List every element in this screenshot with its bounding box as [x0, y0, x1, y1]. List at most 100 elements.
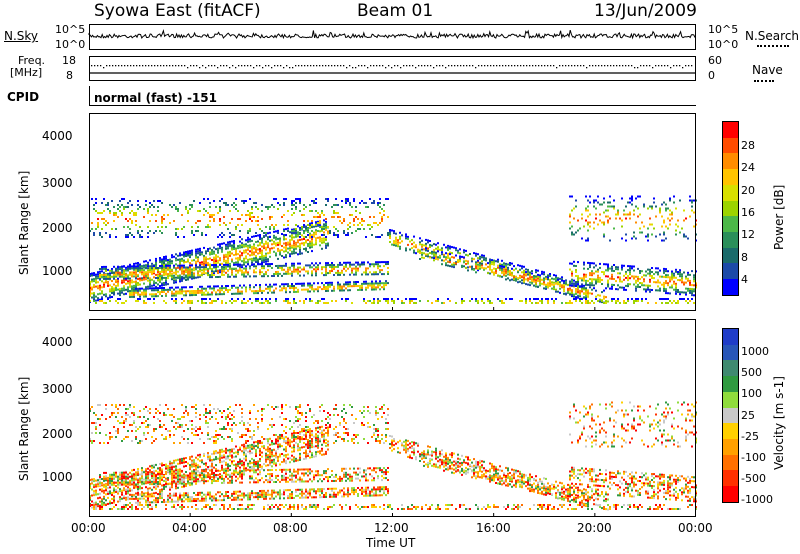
heatmap-cell: [385, 300, 387, 302]
freq-point: [280, 65, 282, 67]
heatmap-cell: [255, 449, 257, 451]
heatmap-cell: [689, 287, 691, 290]
heatmap-cell: [229, 210, 231, 212]
heatmap-cell: [647, 286, 649, 289]
heatmap-cell: [125, 236, 127, 238]
heatmap-cell: [685, 300, 687, 302]
heatmap-cell: [279, 443, 281, 446]
heatmap-cell: [573, 207, 575, 210]
heatmap-cell: [563, 292, 565, 295]
heatmap-cell: [269, 216, 271, 218]
heatmap-cell: [269, 447, 271, 450]
heatmap-cell: [543, 277, 545, 280]
heatmap-cell: [221, 267, 223, 270]
heatmap-cell: [583, 267, 585, 270]
heatmap-cell: [507, 263, 509, 266]
heatmap-cell: [677, 273, 679, 275]
freq-point: [556, 67, 558, 69]
heatmap-cell: [643, 203, 645, 206]
heatmap-cell: [101, 202, 103, 204]
heatmap-cell: [555, 280, 557, 283]
heatmap-cell: [137, 291, 139, 294]
heatmap-cell: [135, 289, 137, 292]
heatmap-cell: [101, 270, 103, 273]
heatmap-cell: [211, 259, 213, 261]
heatmap-cell: [467, 269, 469, 272]
heatmap-cell: [375, 286, 377, 289]
heatmap-cell: [229, 252, 231, 255]
heatmap-cell: [93, 490, 95, 493]
heatmap-cell: [463, 260, 465, 263]
heatmap-cell: [183, 259, 185, 262]
heatmap-cell: [281, 268, 283, 271]
heatmap-cell: [283, 242, 285, 245]
heatmap-cell: [223, 234, 225, 236]
heatmap-cell: [377, 273, 379, 276]
heatmap-cell: [377, 261, 379, 264]
heatmap-cell: [131, 473, 133, 476]
heatmap-cell: [461, 265, 463, 268]
heatmap-cell: [247, 258, 249, 261]
heatmap-cell: [581, 237, 583, 240]
freq-point: [691, 65, 693, 67]
heatmap-cell: [169, 486, 171, 489]
heatmap-cell: [195, 462, 197, 465]
heatmap-cell: [143, 300, 145, 302]
heatmap-cell: [243, 298, 245, 300]
heatmap-cell: [581, 288, 583, 291]
heatmap-cell: [185, 485, 187, 487]
heatmap-cell: [157, 295, 159, 298]
heatmap-cell: [595, 289, 597, 292]
heatmap-cell: [197, 270, 199, 273]
heatmap-cell: [269, 463, 271, 466]
heatmap-cell: [311, 272, 313, 275]
heatmap-cell: [185, 255, 187, 257]
heatmap-cell: [487, 298, 489, 300]
heatmap-cell: [555, 278, 557, 281]
heatmap-cell: [113, 497, 115, 500]
heatmap-cell: [635, 285, 637, 288]
heatmap-cell: [465, 266, 467, 269]
heatmap-cell: [499, 266, 501, 269]
freq-point: [352, 67, 354, 69]
freq-point: [349, 65, 351, 67]
heatmap-cell: [147, 273, 149, 276]
heatmap-cell: [255, 267, 257, 270]
heatmap-cell: [235, 465, 237, 468]
heatmap-cell: [311, 240, 313, 243]
heatmap-cell: [259, 450, 261, 452]
heatmap-cell: [207, 264, 209, 266]
freq-point: [118, 65, 120, 67]
heatmap-cell: [543, 281, 545, 284]
heatmap-cell: [89, 230, 91, 232]
heatmap-cell: [475, 298, 477, 300]
heatmap-cell: [227, 245, 229, 248]
heatmap-cell: [191, 253, 193, 256]
heatmap-cell: [315, 239, 317, 242]
heatmap-cell: [129, 212, 131, 214]
heatmap-cell: [101, 266, 103, 268]
heatmap-cell: [655, 281, 657, 284]
heatmap-cell: [131, 275, 133, 278]
heatmap-cell: [149, 279, 151, 282]
heatmap-cell: [489, 272, 491, 275]
heatmap-cell: [375, 282, 377, 285]
heatmap-cell: [175, 270, 177, 273]
heatmap-cell: [689, 195, 691, 198]
heatmap-cell: [381, 234, 383, 236]
heatmap-cell: [435, 255, 437, 258]
heatmap-cell: [623, 213, 625, 216]
heatmap-cell: [223, 242, 225, 245]
heatmap-cell: [159, 279, 161, 281]
heatmap-cell: [451, 246, 453, 249]
heatmap-cell: [197, 458, 199, 461]
heatmap-cell: [387, 198, 389, 200]
heatmap-cell: [317, 230, 319, 232]
heatmap-cell: [159, 291, 161, 294]
heatmap-cell: [237, 247, 239, 250]
heatmap-cell: [321, 239, 323, 242]
heatmap-cell: [663, 269, 665, 272]
heatmap-cell: [231, 284, 233, 287]
heatmap-cell: [219, 224, 221, 226]
heatmap-cell: [289, 302, 291, 304]
